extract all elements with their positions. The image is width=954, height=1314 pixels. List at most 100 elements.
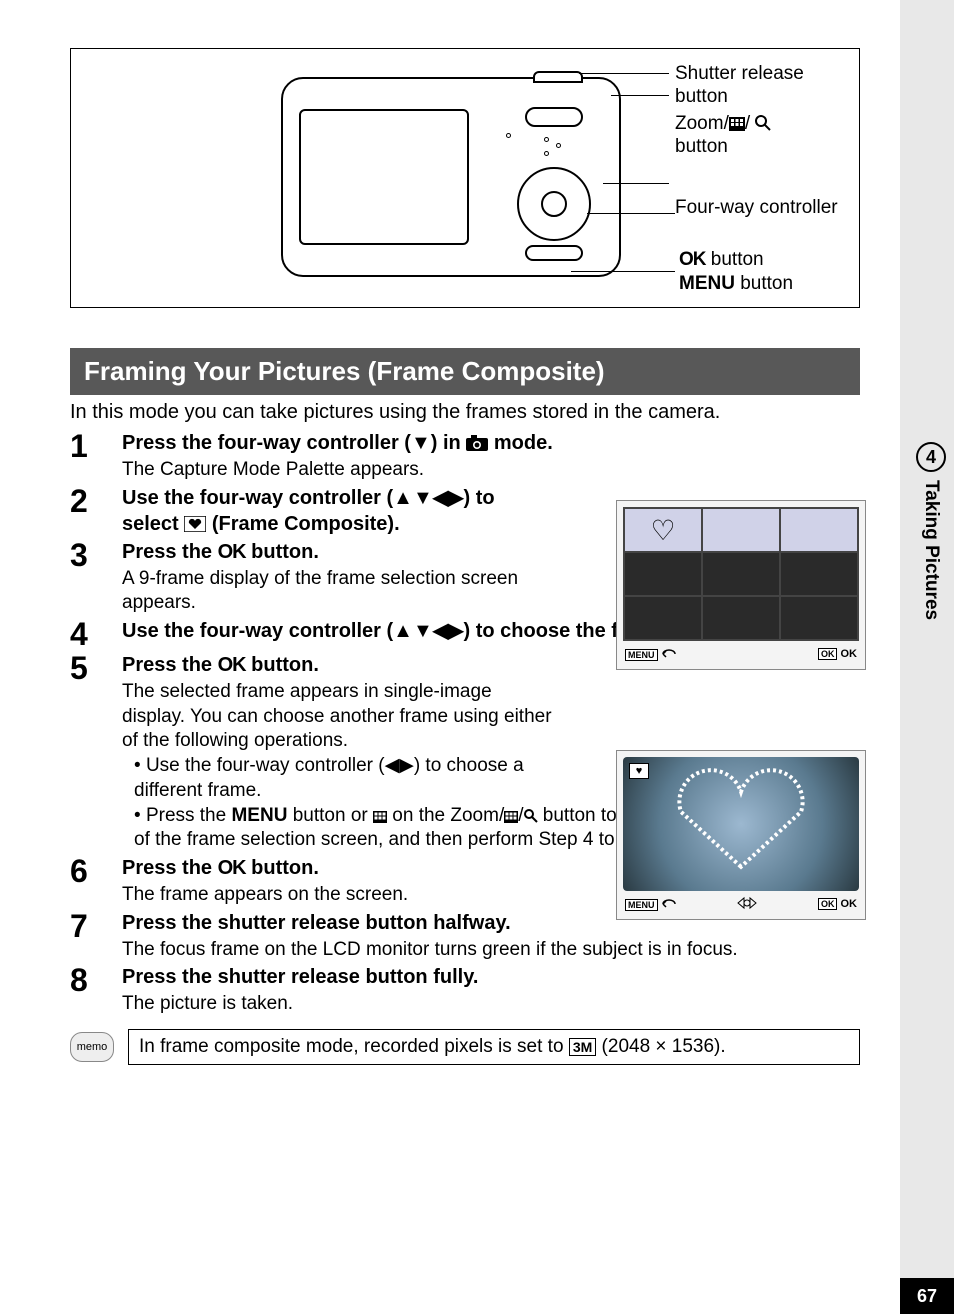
camera-mode-icon xyxy=(466,435,488,451)
heart-mode-icon: ♥ xyxy=(629,763,649,779)
frame-cell xyxy=(625,597,701,639)
back-arrow-icon xyxy=(661,648,677,660)
grid-icon xyxy=(729,117,745,131)
ok-label: OK xyxy=(218,541,246,563)
camera-diagram: Shutter release button Zoom// button Fou… xyxy=(70,48,860,308)
ok-badge-icon: OK xyxy=(818,648,838,660)
preview-image: ♥ xyxy=(623,757,859,891)
pixels-badge: 3M xyxy=(569,1038,596,1056)
t: Use the four-way controller ( xyxy=(122,487,393,509)
grid-icon xyxy=(373,811,387,823)
camera-hole xyxy=(544,137,549,142)
callout-text: button xyxy=(735,273,793,294)
camera-shutter-button xyxy=(533,71,583,83)
ok-text: OK xyxy=(841,648,858,660)
frame-cell xyxy=(781,597,857,639)
arrows-icon: ◀▶ xyxy=(385,755,414,776)
memo-badge-icon: memo xyxy=(70,1032,114,1062)
t: mode. xyxy=(488,432,552,454)
step-number: 1 xyxy=(70,430,100,483)
step-title: Press the OK button. xyxy=(122,539,552,565)
camera-body-outline xyxy=(281,77,621,277)
t: button. xyxy=(246,541,319,563)
callout-zoom: Zoom// button xyxy=(675,113,771,159)
step-desc: The Capture Mode Palette appears. xyxy=(122,458,860,483)
step-8: 8 Press the shutter release button fully… xyxy=(70,964,860,1017)
magnify-icon xyxy=(755,115,771,131)
step-1: 1 Press the four-way controller (▼) in m… xyxy=(70,430,860,483)
frame-cell xyxy=(781,553,857,595)
t: on the Zoom/ xyxy=(387,805,504,826)
camera-menu-button xyxy=(525,245,583,261)
callout-text: Zoom/ xyxy=(675,113,729,134)
t: button. xyxy=(246,654,319,676)
camera-hole xyxy=(556,143,561,148)
ok-label: OK xyxy=(218,654,246,676)
arrows-icon: ▲▼◀▶ xyxy=(393,620,463,642)
camera-fourway xyxy=(517,167,591,241)
callout-text: button xyxy=(675,136,728,157)
step-number: 6 xyxy=(70,855,100,908)
step-number: 2 xyxy=(70,485,100,537)
ok-label: OK xyxy=(218,857,246,879)
back-arrow-icon xyxy=(661,898,677,910)
chapter-label: Taking Pictures xyxy=(920,480,942,620)
frame-cell xyxy=(703,553,779,595)
t: button. xyxy=(246,857,319,879)
leader-line xyxy=(579,73,669,74)
callout-menu: MENU button xyxy=(679,273,793,296)
step-title: Use the four-way controller (▲▼◀▶) to se… xyxy=(122,485,552,537)
frame-cell: ♡ xyxy=(625,509,701,551)
memo-text: In frame composite mode, recorded pixels… xyxy=(128,1029,860,1065)
step-desc: A 9-frame display of the frame selection… xyxy=(122,567,552,616)
t: Press the four-way controller ( xyxy=(122,432,411,454)
page-number: 67 xyxy=(900,1278,954,1314)
nav-arrows-icon xyxy=(734,895,760,911)
arrows-icon: ▲▼◀▶ xyxy=(393,487,463,509)
frame-heart-icon xyxy=(184,516,206,532)
grid-icon xyxy=(504,811,518,823)
menu-badge-icon: MENU xyxy=(625,899,658,911)
step-desc: The focus frame on the LCD monitor turns… xyxy=(122,938,860,963)
side-gutter xyxy=(900,0,954,1314)
step-number: 7 xyxy=(70,910,100,963)
leader-line xyxy=(611,95,669,96)
t: ) in xyxy=(431,432,467,454)
t: Press the xyxy=(122,654,218,676)
step-number: 5 xyxy=(70,652,100,853)
step-number: 8 xyxy=(70,964,100,1017)
camera-hole xyxy=(506,133,511,138)
step-number: 4 xyxy=(70,618,100,650)
t: Press the xyxy=(146,805,232,826)
thumbnail-footer: MENU OK OK xyxy=(625,895,857,913)
step-title: Press the shutter release button fully. xyxy=(122,964,860,990)
frame-cell xyxy=(703,597,779,639)
frame-cell xyxy=(625,553,701,595)
bullet-item: Use the four-way controller (◀▶) to choo… xyxy=(134,754,564,803)
frame-cell xyxy=(781,509,857,551)
leader-line xyxy=(587,213,675,214)
memo-row: memo In frame composite mode, recorded p… xyxy=(70,1029,860,1065)
step-title: Press the four-way controller (▼) in mod… xyxy=(122,430,860,456)
leader-line xyxy=(571,271,675,272)
camera-hole xyxy=(544,151,549,156)
desc-text: The selected frame appears in single-ima… xyxy=(122,680,552,754)
step-desc: The picture is taken. xyxy=(122,992,860,1017)
menu-label: MENU xyxy=(231,805,287,826)
ok-text: OK xyxy=(841,898,858,910)
chapter-number: 4 xyxy=(916,442,946,472)
section-intro: In this mode you can take pictures using… xyxy=(70,401,860,424)
callout-ok: OK button xyxy=(679,249,764,272)
camera-zoom-rocker xyxy=(525,107,583,127)
down-arrow-icon: ▼ xyxy=(411,432,431,454)
heart-frame-icon xyxy=(666,767,816,877)
t: In frame composite mode, recorded pixels… xyxy=(139,1036,569,1057)
t: Use the four-way controller ( xyxy=(146,755,385,776)
camera-lcd xyxy=(299,109,469,245)
frame-preview-thumbnail: ♥ MENU OK OK xyxy=(616,750,866,920)
leader-line xyxy=(603,183,669,184)
frame-cell xyxy=(703,509,779,551)
ok-badge-icon: OK xyxy=(818,898,838,910)
t: button or xyxy=(287,805,373,826)
section-header: Framing Your Pictures (Frame Composite) xyxy=(70,348,860,395)
